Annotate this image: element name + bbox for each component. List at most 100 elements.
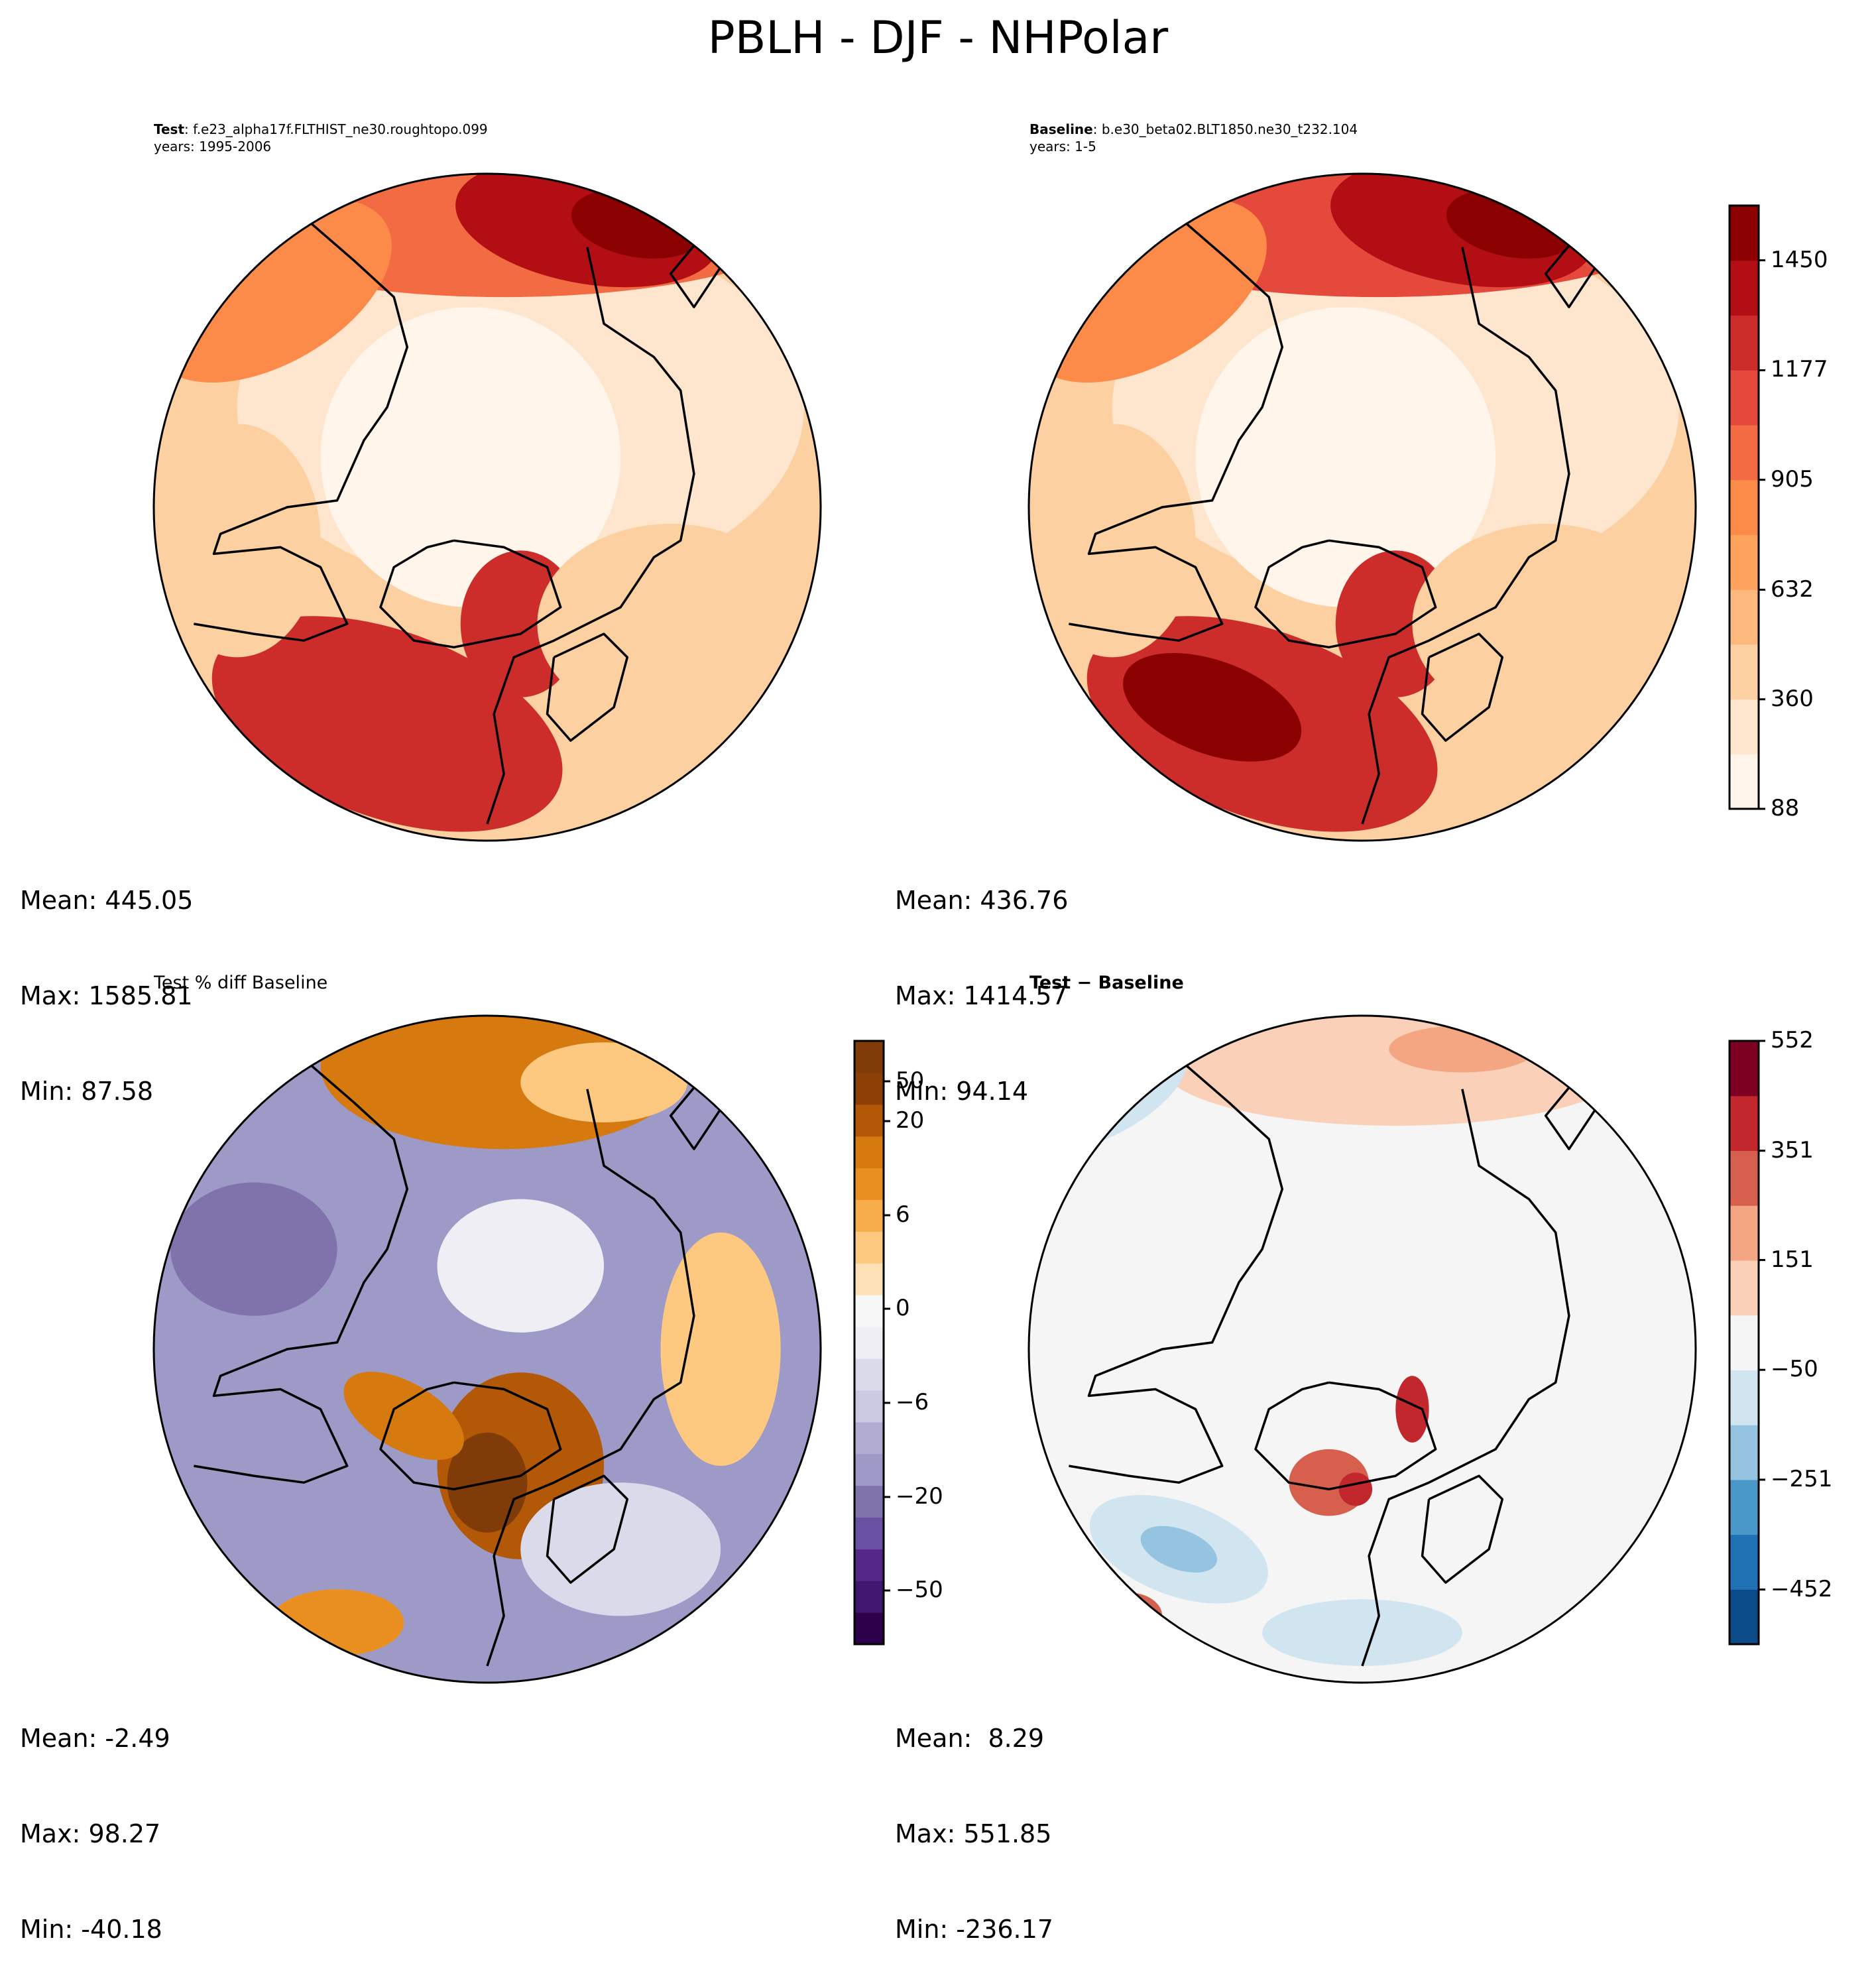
coastline <box>1361 247 1570 825</box>
pct-diff-colorbar-segment <box>854 1136 884 1169</box>
abs-diff-colorbar-segment <box>1729 1095 1759 1152</box>
pct-diff-map-field <box>154 1016 821 1683</box>
test-map-field <box>154 174 821 841</box>
figure-title: PBLH - DJF - NHPolar <box>707 12 1169 64</box>
abs-diff-mean: Mean: 8.29 <box>895 1724 1045 1753</box>
pct-diff-colorbar-segment <box>854 1263 884 1295</box>
pblh-colorbar-segment <box>1729 644 1759 700</box>
field-blob <box>1095 1592 1163 1640</box>
pct-diff-colorbar-segment <box>854 1041 884 1073</box>
pblh-colorbar-segment <box>1729 589 1759 645</box>
pct-diff-colorbar-segment <box>854 1612 884 1645</box>
baseline-years: years: 1-5 <box>1029 139 1096 154</box>
field-blob <box>1029 424 1196 658</box>
pct-diff-colorbar-segment <box>854 1485 884 1518</box>
coastline <box>1069 216 1284 642</box>
pct-diff-colorbar-segment <box>854 1327 884 1359</box>
abs-diff-colorbar-frame <box>1728 1040 1760 1646</box>
pct-diff-colorbar <box>853 1040 890 1646</box>
field-blob <box>170 1182 337 1316</box>
pct-diff-colorbar-tick-label: 50 <box>896 1067 925 1094</box>
pct-diff-title: Test % diff Baseline <box>154 973 328 993</box>
abs-diff-colorbar-segment <box>1729 1041 1759 1097</box>
field-blob <box>1389 1026 1536 1073</box>
pblh-colorbar-segment <box>1729 315 1759 371</box>
coastline <box>194 216 409 642</box>
field-blob <box>1412 524 1679 724</box>
abs-diff-max: Max: 551.85 <box>895 1819 1052 1848</box>
coastline <box>669 1075 722 1150</box>
abs-diff-colorbar-segment <box>1729 1479 1759 1535</box>
coastline <box>486 1089 695 1667</box>
pblh-colorbar-frame <box>1728 204 1760 810</box>
pblh-colorbar-segment <box>1729 534 1759 590</box>
baseline-max: Max: 1414.57 <box>895 981 1068 1010</box>
test-title: Test: f.e23_alpha17f.FLTHIST_ne30.rought… <box>154 121 488 155</box>
field-blob <box>437 1199 605 1333</box>
pct-diff-colorbar-tick-label: −20 <box>896 1482 943 1510</box>
field-blob <box>537 524 804 724</box>
pct-diff-colorbar-tick-label: 0 <box>896 1295 910 1322</box>
figure-canvas <box>152 172 1765 1684</box>
abs-diff-colorbar-tick-label: −452 <box>1771 1575 1833 1602</box>
coastline <box>1421 1474 1504 1584</box>
pct-diff-colorbar-segment <box>854 1517 884 1549</box>
coastline <box>379 539 562 649</box>
pct-diff-colorbar-segment <box>854 1231 884 1264</box>
pblh-colorbar <box>1728 204 1765 810</box>
baseline-title-bold: Baseline <box>1029 121 1093 137</box>
baseline-map-field <box>1029 174 1696 841</box>
abs-diff-colorbar-segment <box>1729 1589 1759 1645</box>
test-map-boundary <box>152 172 822 842</box>
pct-diff-colorbar-tick-label: 6 <box>896 1201 910 1228</box>
field-blob <box>520 1042 687 1122</box>
pct-diff-mean: Mean: -2.49 <box>20 1724 170 1753</box>
pblh-colorbar-tick-label: 1450 <box>1771 246 1828 273</box>
abs-diff-colorbar-tick-label: −50 <box>1771 1356 1818 1383</box>
test-min: Min: 87.58 <box>20 1077 154 1106</box>
baseline-mean: Mean: 436.76 <box>895 886 1069 915</box>
pct-diff-colorbar-segment <box>854 1421 884 1455</box>
pct-diff-colorbar-segment <box>854 1453 884 1486</box>
baseline-stats: Mean: 436.76 Max: 1414.57 Min: 94.14 <box>895 821 1068 1139</box>
baseline-min: Min: 94.14 <box>895 1077 1029 1106</box>
abs-diff-stats: Mean: 8.29 Max: 551.85 Min: -236.17 <box>895 1659 1053 1977</box>
pct-diff-colorbar-segment <box>854 1199 884 1232</box>
abs-diff-colorbar-tick-label: 552 <box>1771 1027 1814 1053</box>
pblh-colorbar-tick-label: 905 <box>1771 465 1814 493</box>
abs-diff-colorbar-segment <box>1729 1370 1759 1425</box>
pct-diff-colorbar-segment <box>854 1104 884 1137</box>
coastline <box>1254 1381 1437 1491</box>
pblh-colorbar-segment <box>1729 424 1759 481</box>
abs-diff-min: Min: -236.17 <box>895 1915 1053 1944</box>
pblh-colorbar-tick-label: 88 <box>1771 795 1800 821</box>
coastline <box>1544 1075 1597 1150</box>
test-title-bold: Test <box>154 121 185 137</box>
pblh-colorbar-tick-label: 1177 <box>1771 356 1828 383</box>
abs-diff-map-boundary <box>1027 1014 1697 1684</box>
pct-diff-colorbar-segment <box>854 1581 884 1613</box>
coastline <box>486 247 695 825</box>
field-blob <box>660 1232 781 1467</box>
pct-diff-colorbar-tick-label: 20 <box>896 1107 925 1134</box>
abs-diff-colorbar-segment <box>1729 1425 1759 1480</box>
field-blob <box>520 1482 721 1616</box>
abs-diff-colorbar-segment <box>1729 1205 1759 1261</box>
baseline-map-boundary <box>1027 172 1697 842</box>
coastline <box>546 1474 629 1584</box>
test-mean: Mean: 445.05 <box>20 886 194 915</box>
coastline <box>669 233 722 308</box>
baseline-title-case: : b.e30_beta02.BLT1850.ne30_t232.104 <box>1092 121 1358 137</box>
pct-diff-colorbar-segment <box>854 1390 884 1423</box>
pct-diff-max: Max: 98.27 <box>20 1819 161 1848</box>
pct-diff-colorbar-tick-label: −50 <box>896 1577 943 1603</box>
pblh-colorbar-segment <box>1729 699 1759 754</box>
coastline <box>546 632 629 742</box>
field-blob <box>1123 652 1302 762</box>
coastline <box>1544 233 1597 308</box>
coastline <box>1069 1058 1284 1484</box>
abs-diff-map-field <box>1029 1016 1696 1683</box>
abs-diff-colorbar-segment <box>1729 1534 1759 1590</box>
field-blob <box>1162 1016 1629 1126</box>
baseline-title: Baseline: b.e30_beta02.BLT1850.ne30_t232… <box>1029 121 1358 155</box>
